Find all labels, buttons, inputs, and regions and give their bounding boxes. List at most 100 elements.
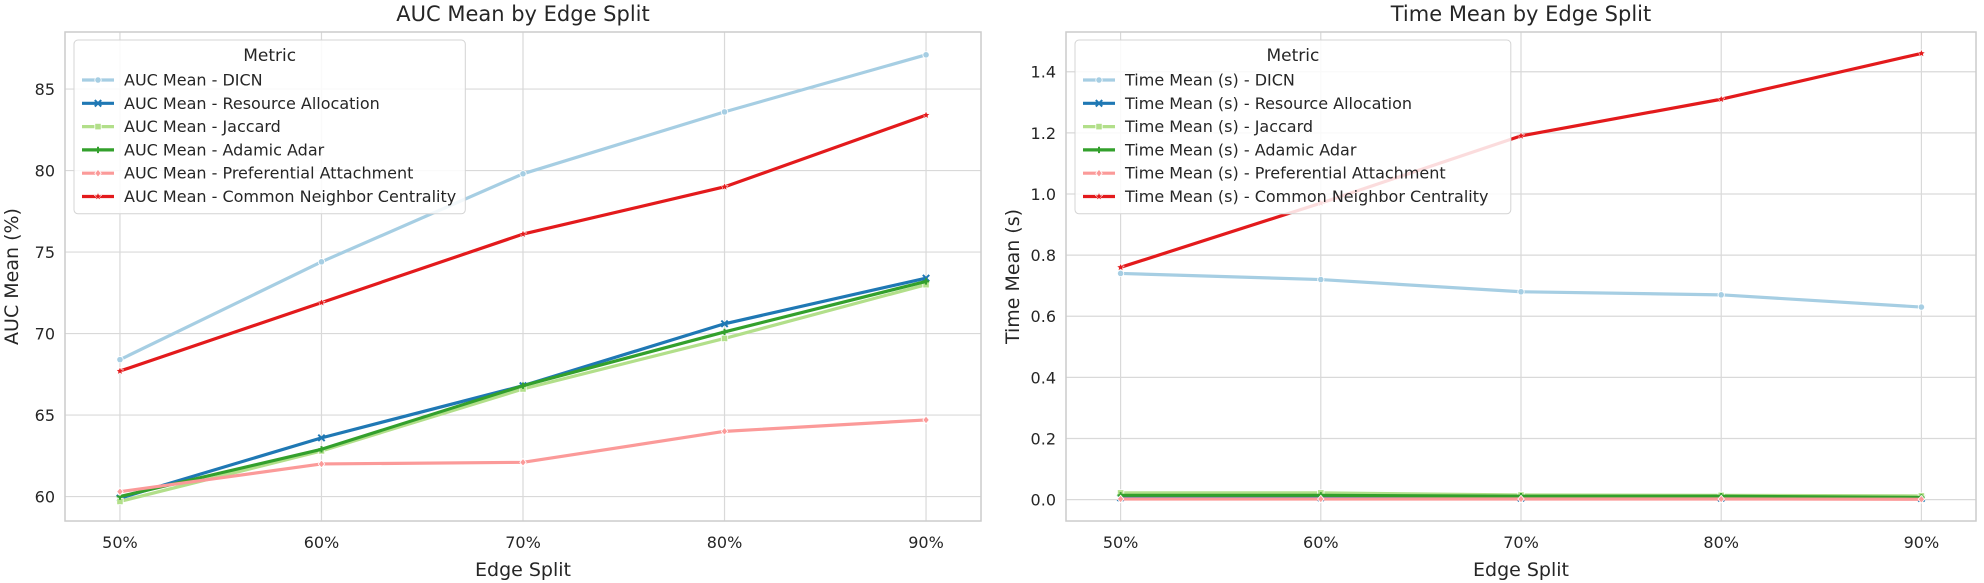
- legend-label: AUC Mean - DICN: [124, 71, 263, 90]
- data-point-common-neighbor-centrality: [720, 182, 729, 191]
- legend-box: [1074, 39, 1512, 215]
- legend-title: Metric: [1266, 46, 1319, 66]
- legend-box: [73, 39, 466, 215]
- legend-entry-common-neighbor-centrality: Time Mean (s) - Common Neighbor Centrali…: [1083, 187, 1488, 206]
- y-axis-label: AUC Mean (%): [1, 208, 23, 345]
- data-point-dicn: [720, 108, 729, 116]
- y-tick-label: 0.8: [1031, 246, 1056, 265]
- legend-entry-resource-allocation: Time Mean (s) - Resource Allocation: [1083, 94, 1412, 113]
- x-tick-label: 90%: [908, 533, 944, 552]
- legend-entry-common-neighbor-centrality: AUC Mean - Common Neighbor Centrality: [82, 187, 456, 206]
- legend-label: Time Mean (s) - Resource Allocation: [1124, 94, 1412, 113]
- y-tick-label: 0.0: [1031, 491, 1056, 510]
- y-tick-label: 70: [35, 325, 55, 344]
- data-point-common-neighbor-centrality: [921, 110, 931, 119]
- data-point-common-neighbor-centrality: [1516, 131, 1526, 140]
- x-tick-label: 70%: [505, 533, 541, 552]
- data-point-jaccard: [720, 334, 729, 343]
- legend-marker: [93, 191, 103, 201]
- x-tick-label: 60%: [304, 533, 340, 552]
- legend-entry-preferential-attachment: Time Mean (s) - Preferential Attachment: [1083, 164, 1446, 183]
- data-point-preferential-attachment: [519, 457, 527, 467]
- data-point-adamic-adar: [922, 278, 930, 285]
- legend-label: AUC Mean - Resource Allocation: [124, 94, 380, 113]
- chart-panel-2: 0.0 0.2 0.4 0.6 0.8 1.0 1.2 1.4 50% 60% 70% 80% 90% T…: [1002, 2, 1977, 581]
- legend-title: Metric: [243, 46, 296, 66]
- plot-area-frame: [64, 31, 982, 522]
- y-tick-label: 0.4: [1031, 368, 1056, 387]
- legend-label: Time Mean (s) - Jaccard: [1124, 117, 1313, 136]
- data-point-common-neighbor-centrality: [1916, 48, 1926, 58]
- legend-label: AUC Mean - Preferential Attachment: [124, 164, 413, 183]
- chart-title: AUC Mean by Edge Split: [396, 2, 650, 26]
- legend-label: AUC Mean - Jaccard: [124, 117, 281, 136]
- legend-entry-jaccard: AUC Mean - Jaccard: [82, 117, 281, 136]
- y-tick-label: 65: [35, 406, 55, 425]
- data-point-preferential-attachment: [1116, 494, 1125, 504]
- y-tick-label: 1.4: [1031, 63, 1056, 82]
- legend-label: AUC Mean - Common Neighbor Centrality: [124, 187, 456, 206]
- legend-marker: [1095, 123, 1103, 131]
- legend-label: Time Mean (s) - Preferential Attachment: [1124, 164, 1446, 183]
- legend-marker: [1094, 191, 1104, 201]
- y-tick-label: 1.2: [1031, 124, 1056, 143]
- series-preferential-attachment: [1116, 494, 1926, 504]
- data-point-preferential-attachment: [317, 459, 326, 469]
- x-tick-label: 70%: [1503, 533, 1539, 552]
- legend-marker: [1095, 76, 1103, 84]
- legend-marker: [94, 76, 102, 84]
- y-tick-label: 1.0: [1031, 185, 1056, 204]
- legend-entry-dicn: Time Mean (s) - DICN: [1083, 71, 1295, 90]
- series-adamic-adar: [116, 278, 930, 500]
- data-point-resource-allocation: [317, 433, 326, 442]
- data-point-common-neighbor-centrality: [1116, 262, 1126, 272]
- y-tick-label: 85: [35, 80, 55, 99]
- x-axis-label: Edge Split: [475, 559, 571, 581]
- data-point-common-neighbor-centrality: [1716, 94, 1726, 103]
- data-point-preferential-attachment: [1717, 494, 1725, 504]
- legend-entry-dicn: AUC Mean - DICN: [82, 71, 263, 90]
- data-point-dicn: [1117, 269, 1125, 278]
- data-point-preferential-attachment: [1517, 494, 1525, 504]
- data-point-adamic-adar: [721, 328, 728, 336]
- legend-marker: [1095, 99, 1103, 108]
- legend-label: Time Mean (s) - Adamic Adar: [1124, 140, 1357, 159]
- data-point-resource-allocation: [922, 274, 930, 283]
- data-point-adamic-adar: [318, 446, 325, 453]
- legend-label: Time Mean (s) - Common Neighbor Centrali…: [1124, 187, 1488, 206]
- x-tick-label: 50%: [1103, 533, 1139, 552]
- chart-panel-1: 60 65 70 75 80 85 50% 60% 70% 80% 90% AUC Mean by E…: [1, 2, 982, 581]
- data-point-adamic-adar: [519, 382, 527, 389]
- data-point-preferential-attachment: [1317, 494, 1325, 504]
- data-point-common-neighbor-centrality: [317, 297, 326, 307]
- data-point-preferential-attachment: [1917, 494, 1926, 504]
- data-point-common-neighbor-centrality: [518, 229, 528, 238]
- x-tick-label: 50%: [102, 533, 138, 552]
- series-preferential-attachment: [116, 415, 930, 497]
- data-point-dicn: [1517, 288, 1525, 296]
- data-point-dicn: [1917, 303, 1926, 311]
- legend: Metric AUC Mean - DICN AUC Mean - Resource…: [73, 39, 466, 215]
- legend-marker: [94, 123, 102, 131]
- x-axis-label: Edge Split: [1473, 559, 1569, 581]
- x-tick-label: 90%: [1904, 533, 1940, 552]
- series-dicn: [116, 51, 930, 364]
- data-point-preferential-attachment: [922, 415, 930, 425]
- legend-entry-preferential-attachment: AUC Mean - Preferential Attachment: [82, 164, 413, 183]
- legend-marker: [94, 168, 102, 178]
- data-point-dicn: [1317, 275, 1325, 284]
- data-point-common-neighbor-centrality: [115, 366, 125, 375]
- data-point-dicn: [116, 356, 124, 364]
- legend-entry-resource-allocation: AUC Mean - Resource Allocation: [82, 94, 380, 113]
- legend-marker: [1095, 146, 1103, 154]
- y-tick-label: 0.2: [1031, 429, 1056, 448]
- data-point-dicn: [519, 170, 527, 178]
- y-tick-label: 75: [35, 243, 55, 262]
- data-point-preferential-attachment: [720, 426, 729, 436]
- y-tick-label: 60: [35, 488, 55, 507]
- legend: Metric Time Mean (s) - DICN Time Mean (s) …: [1074, 39, 1512, 215]
- legend-label: AUC Mean - Adamic Adar: [124, 140, 325, 159]
- x-tick-label: 60%: [1303, 533, 1339, 552]
- legend-marker: [1095, 168, 1103, 178]
